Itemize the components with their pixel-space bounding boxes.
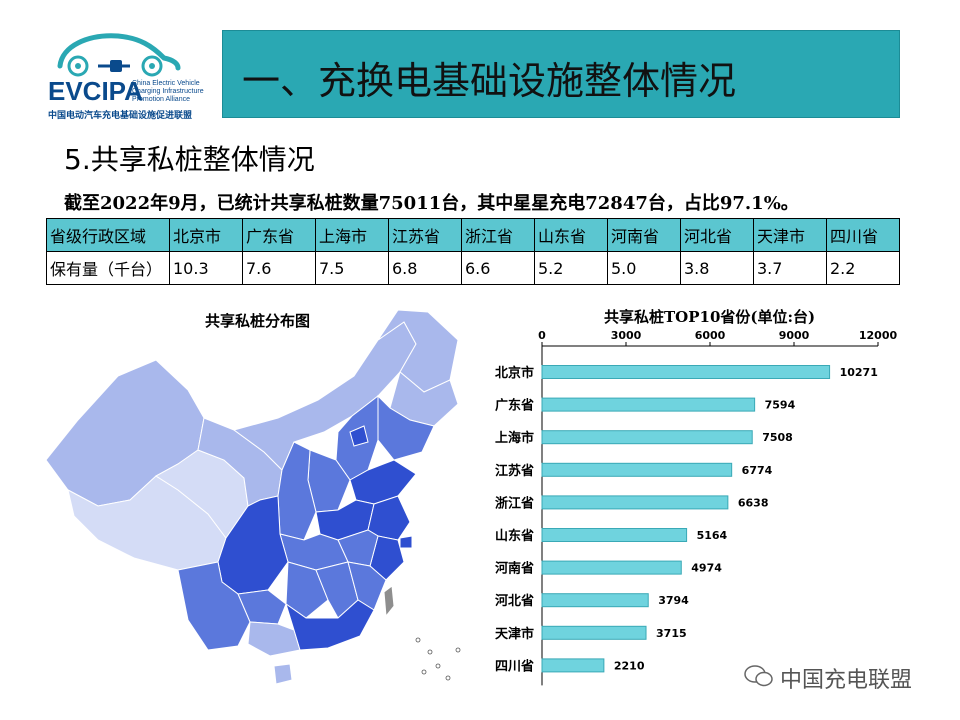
category-label: 河北省 — [495, 593, 534, 609]
category-label: 江苏省 — [495, 463, 534, 479]
value-cell: 7.6 — [242, 251, 316, 285]
x-tick-label: 0 — [538, 329, 546, 342]
map-region-guangdong — [285, 599, 375, 651]
logo-chinese-name: 中国电动汽车充电基础设施促进联盟 — [48, 111, 193, 121]
category-label: 山东省 — [495, 528, 534, 544]
bar — [541, 430, 753, 445]
category-label: 河南省 — [495, 561, 534, 577]
province-cell: 北京市 — [169, 218, 243, 252]
car-plug-icon — [57, 33, 181, 77]
category-label: 上海市 — [495, 430, 534, 446]
value-cell: 10.3 — [169, 251, 243, 285]
x-tick-label: 12000 — [859, 329, 898, 342]
x-tick-label: 9000 — [779, 329, 810, 342]
map-title: 共享私桩分布图 — [205, 312, 311, 330]
bar — [541, 593, 649, 608]
evcipa-logo: EVCIPA China Electric Vehicle Charging I… — [40, 24, 210, 124]
bar — [541, 365, 831, 379]
title-bar: 一、充换电基础设施整体情况 — [222, 30, 900, 118]
province-cell: 四川省 — [826, 218, 900, 252]
logo-name: EVCIPA — [48, 76, 143, 106]
category-label: 北京市 — [495, 365, 534, 381]
section-title: 5.共享私桩整体情况 — [64, 143, 315, 176]
value-cell: 6.8 — [388, 251, 462, 285]
china-distribution-map — [45, 309, 461, 685]
category-label: 广东省 — [495, 398, 534, 414]
map-region-hainan — [273, 663, 293, 685]
map-region-beijing — [349, 425, 369, 447]
province-cell: 河北省 — [680, 218, 754, 252]
wechat-icon — [744, 665, 773, 687]
value-cell: 5.2 — [534, 251, 608, 285]
bar — [541, 658, 605, 673]
value-header-cell: 保有量（千台） — [46, 251, 170, 285]
summary-text: 截至2022年9月，已统计共享私桩数量75011台，其中星星充电72847台，占… — [64, 193, 799, 214]
data-label: 4974 — [691, 562, 722, 575]
province-cell: 上海市 — [315, 218, 389, 252]
bar — [541, 495, 729, 510]
map-region-liaoning — [377, 394, 435, 461]
map-region-taiwan — [383, 585, 395, 618]
map-region-hunan — [285, 561, 329, 619]
category-label: 天津市 — [495, 626, 534, 642]
value-cell: 2.2 — [826, 251, 900, 285]
province-cell: 山东省 — [534, 218, 608, 252]
data-label: 3715 — [656, 627, 687, 640]
x-tick-label: 6000 — [695, 329, 726, 342]
value-cell: 6.6 — [461, 251, 535, 285]
map-region-guangxi — [247, 621, 301, 657]
map-region-fujian — [347, 561, 387, 611]
category-label: 四川省 — [495, 658, 534, 674]
data-label: 6638 — [738, 496, 769, 509]
category-label: 浙江省 — [495, 495, 534, 511]
watermark-text: 中国充电联盟 — [780, 668, 913, 693]
data-label: 2210 — [614, 659, 645, 672]
data-label: 7508 — [762, 431, 793, 444]
south-sea-islands — [415, 637, 461, 681]
province-cell: 浙江省 — [461, 218, 535, 252]
logo-english-name: China Electric Vehicle Charging Infrastr… — [132, 80, 204, 103]
data-label: 5164 — [697, 529, 728, 542]
value-cell: 5.0 — [607, 251, 681, 285]
data-label: 6774 — [742, 464, 773, 477]
bar — [541, 560, 682, 575]
table-header-row: 省级行政区域 北京市 广东省 上海市 江苏省 浙江省 山东省 河南省 河北省 天… — [46, 218, 900, 252]
table-row: 保有量（千台） 10.3 7.6 7.5 6.8 6.6 5.2 5.0 3.8… — [46, 251, 900, 285]
bar — [541, 462, 733, 477]
province-cell: 广东省 — [242, 218, 316, 252]
row-header-cell: 省级行政区域 — [46, 218, 170, 252]
province-table: 省级行政区域 北京市 广东省 上海市 江苏省 浙江省 山东省 河南省 河北省 天… — [46, 218, 900, 285]
value-cell: 7.5 — [315, 251, 389, 285]
page-title: 一、充换电基础设施整体情况 — [242, 59, 737, 103]
province-cell: 河南省 — [607, 218, 681, 252]
map-region-shanghai — [399, 535, 413, 549]
province-cell: 江苏省 — [388, 218, 462, 252]
chart-title: 共享私桩TOP10省份(单位:台) — [604, 308, 816, 326]
bar — [541, 528, 688, 542]
value-cell: 3.7 — [753, 251, 827, 285]
data-label: 10271 — [840, 366, 878, 379]
data-label: 3794 — [658, 594, 689, 607]
data-label: 7594 — [765, 399, 796, 412]
value-cell: 3.8 — [680, 251, 754, 285]
x-tick-label: 3000 — [611, 329, 642, 342]
top10-bar-chart: 0 3000 6000 9000 12000 北京市 10271 广东省 7594 上海市 7508… — [495, 329, 898, 686]
bar — [541, 397, 756, 412]
province-cell: 天津市 — [753, 218, 827, 252]
bar — [541, 625, 647, 640]
